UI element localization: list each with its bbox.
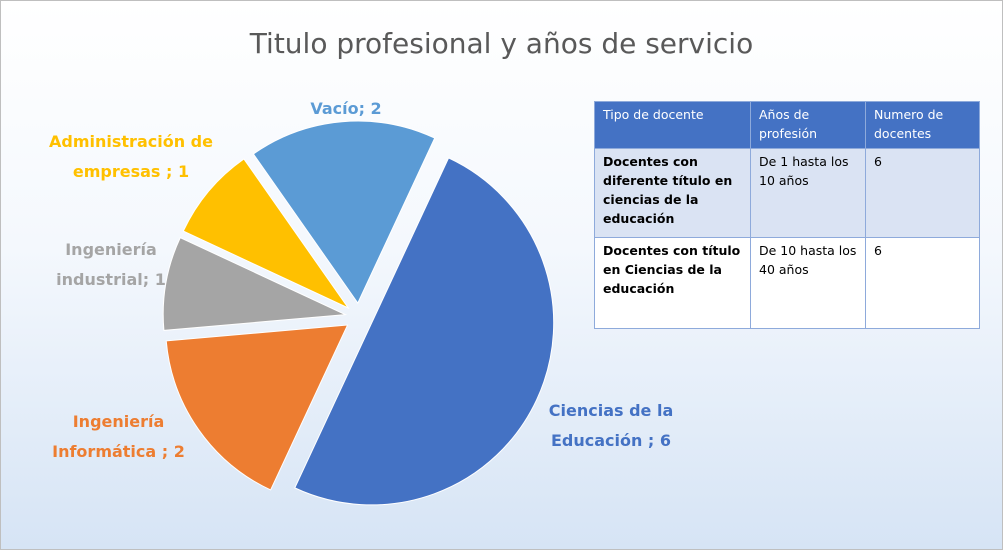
table-row: Docentes con diferente título en ciencia… — [594, 148, 980, 238]
pie-slice — [162, 236, 348, 331]
cell: Docentes con título en Ciencias de la ed… — [594, 237, 751, 329]
data-label: Ciencias de la Educación ; 6 — [521, 396, 701, 456]
value-label: ; 6 — [642, 431, 672, 450]
chart-title: Titulo profesional y años de servicio — [249, 27, 754, 60]
value-label: ; 2 — [358, 99, 382, 118]
value-label: ; 1 — [142, 270, 166, 289]
data-label: Vacío; 2 — [271, 94, 421, 124]
pie-slice — [165, 324, 349, 491]
value-label: ; 1 — [160, 162, 190, 181]
info-table: Tipo de docente Años de profesión Numero… — [594, 101, 980, 329]
header-cell: Tipo de docente — [594, 101, 751, 149]
category-label: Administración de empresas — [49, 132, 219, 181]
cell: De 1 hasta los 10 años — [750, 148, 866, 238]
data-label: Ingeniería industrial; 1 — [21, 235, 201, 295]
category-label: Vacío — [310, 99, 359, 118]
category-label: Ingeniería Informática — [52, 412, 170, 461]
pie-slice — [182, 158, 350, 310]
cell: De 10 hasta los 40 años — [750, 237, 866, 329]
data-label: Ingeniería Informática ; 2 — [31, 407, 206, 467]
data-label: Administración de empresas ; 1 — [21, 127, 241, 187]
pie-slice — [252, 120, 436, 305]
header-cell: Numero de docentes — [865, 101, 980, 149]
cell: Docentes con diferente título en ciencia… — [594, 148, 751, 238]
table-row: Docentes con título en Ciencias de la ed… — [594, 237, 980, 329]
header-cell: Años de profesión — [750, 101, 866, 149]
cell: 6 — [865, 148, 980, 238]
cell: 6 — [865, 237, 980, 329]
value-label: ; 2 — [156, 442, 185, 461]
category-label: Ingeniería industrial — [56, 240, 163, 289]
category-label: Ciencias de la Educación — [548, 401, 679, 450]
pie-slice — [294, 157, 555, 506]
table-header: Tipo de docente Años de profesión Numero… — [594, 101, 980, 149]
